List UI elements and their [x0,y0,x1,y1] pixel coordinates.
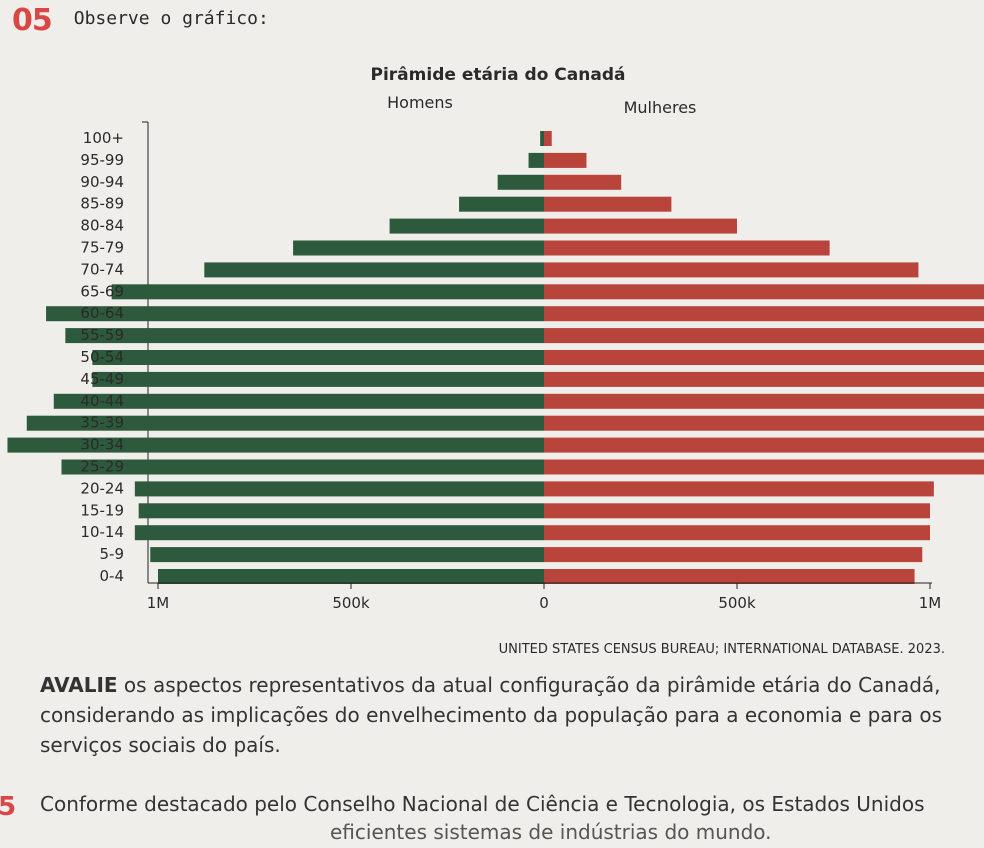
bar-men-15-19 [138,503,544,519]
bar-men-40-44 [53,393,544,409]
y-tick-label: 55-59 [80,326,124,344]
bar-women-55-59 [544,328,984,344]
bar-men-65-69 [111,284,545,300]
bar-men-25-29 [61,459,544,475]
bar-women-70-74 [544,262,919,278]
question-statement: AVALIE os aspectos representativos da at… [40,670,965,760]
avalie-keyword: AVALIE [40,673,118,697]
bar-men-90-94 [497,174,544,190]
bar-women-75-79 [544,240,830,256]
bar-women-65-69 [544,284,984,300]
bar-men-50-54 [92,350,544,365]
x-tick-label: 1M [919,594,942,612]
y-tick-label: 10-14 [80,523,124,541]
x-tick-label: 500k [332,594,370,612]
bar-men-55-59 [65,328,545,344]
question-intro: Observe o gráfico: [73,7,269,29]
bar-men-10-14 [134,525,544,541]
y-tick-label: 35-39 [80,414,124,432]
bar-women-15-19 [544,503,930,519]
x-tick-label: 0 [539,594,549,612]
x-tick-label: 1M [147,594,170,612]
bar-women-10-14 [544,525,930,541]
next-question-number: 5 [0,792,17,822]
next-question: 5 Conforme destacado pelo Conselho Nacio… [0,788,984,848]
y-tick-label: 45-49 [80,370,124,388]
bar-men-95-99 [528,152,544,168]
question-header: 05 Observe o gráfico: [12,2,269,38]
y-tick-label: 65-69 [80,282,124,300]
y-tick-label: 15-19 [80,501,124,519]
bar-women-45-49 [544,371,984,387]
y-tick-label: 75-79 [80,239,124,257]
y-tick-label: 80-84 [80,217,124,235]
bar-men-85-89 [459,196,544,212]
population-pyramid-chart: Pirâmide etária do Canadá Homens Mulhere… [7,65,984,657]
bar-women-30-34 [544,437,984,453]
bar-men-80-84 [389,218,544,234]
source-note: UNITED STATES CENSUS BUREAU; INTERNATION… [499,642,945,657]
chart-title: Pirâmide etária do Canadá [371,65,626,85]
bar-women-90-94 [544,174,622,190]
bar-women-40-44 [544,393,984,409]
y-tick-label: 20-24 [80,479,124,497]
legend-label-men: Homens [387,93,453,112]
legend-label-women: Mulheres [624,98,697,117]
bar-men-35-39 [26,415,544,431]
bar-women-25-29 [544,459,984,475]
bar-women-5-9 [544,547,923,563]
y-tick-label: 100+ [83,129,124,147]
bar-men-70-74 [204,262,544,278]
bar-men-45-49 [92,371,544,387]
y-tick-label: 25-29 [80,458,124,476]
y-tick-label: 85-89 [80,195,124,213]
bar-men-60-64 [46,306,545,322]
bar-men-20-24 [134,481,544,497]
bar-women-80-84 [544,218,737,234]
y-tick-label: 5-9 [100,545,125,563]
bar-men-100+ [540,131,544,146]
question-text: os aspectos representativos da atual con… [40,673,943,757]
next-question-cut-text: eficientes sistemas de indústrias do mun… [330,820,772,844]
bar-men-0-4 [158,569,544,584]
bar-women-95-99 [544,152,587,168]
x-tick-label: 500k [718,594,756,612]
y-tick-label: 70-74 [80,260,124,278]
y-tick-label: 0-4 [100,567,125,585]
next-question-text: Conforme destacado pelo Conselho Naciona… [40,792,925,816]
y-tick-label: 90-94 [80,173,124,191]
bar-women-100+ [544,131,552,146]
y-tick-label: 30-34 [80,436,124,454]
bar-men-30-34 [7,437,544,453]
bar-women-60-64 [544,306,984,322]
y-tick-label: 40-44 [80,392,124,410]
bar-women-20-24 [544,481,934,497]
question-number: 05 [12,2,53,38]
bar-women-35-39 [544,415,984,431]
plot-area: 0-4 5-9 10-14 15-19 20-24 25-29 30-34 35-39 40-4… [7,121,984,612]
y-tick-label: 95-99 [80,151,124,169]
bar-women-0-4 [544,569,915,584]
y-tick-label: 60-64 [80,304,124,322]
bar-women-85-89 [544,196,672,212]
bar-men-5-9 [150,547,544,563]
y-tick-label: 50-54 [80,348,124,366]
bar-women-50-54 [544,350,984,365]
bar-men-75-79 [293,240,544,256]
